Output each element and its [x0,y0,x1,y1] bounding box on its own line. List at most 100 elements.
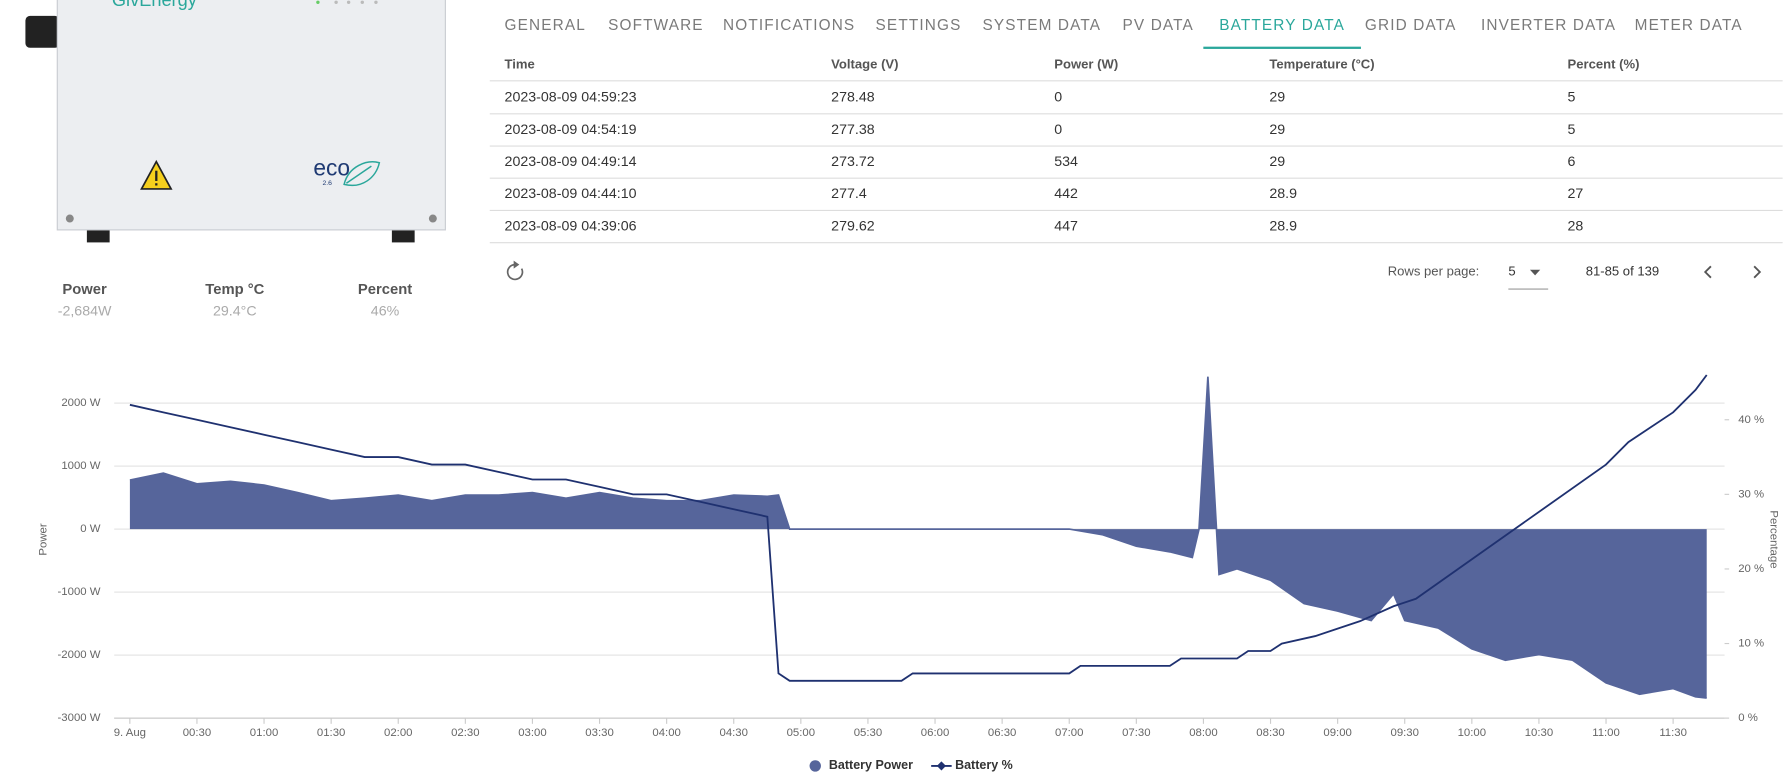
legend-item[interactable]: Battery Power [809,758,914,772]
tab[interactable]: SETTINGS [876,17,962,34]
x-tick-label: 07:30 [1122,727,1150,739]
device-screw [428,214,437,223]
legend-label[interactable]: Battery Power [829,758,913,772]
y-tick-label: 0 W [80,523,100,535]
stat-value: 29.4°C [213,304,257,320]
table-cell: 277.4 [831,186,867,202]
device-image: GivEnergy eco 2.6 [25,0,446,243]
refresh-button[interactable] [506,260,524,281]
table-cell: 2023-08-09 04:39:06 [505,218,637,234]
column-header: Temperature (°C) [1269,56,1374,71]
table-cell: 273.72 [831,154,875,170]
x-tick-label: 04:00 [652,727,680,739]
y2-axis-title: Percentage [1768,510,1780,568]
device-led [316,0,320,4]
tab[interactable]: PV DATA [1123,17,1194,34]
prev-page-button[interactable] [1703,265,1712,279]
x-tick-label: 03:30 [585,727,613,739]
y-tick-label: 2000 W [61,397,100,409]
refresh-icon[interactable] [513,260,520,269]
device-led [334,0,338,4]
model-logo: eco [313,155,350,181]
tab[interactable]: GENERAL [505,17,586,34]
stat-label: Temp °C [205,282,264,298]
model-version: 2.6 [322,180,332,187]
table-cell: 6 [1568,154,1576,170]
x-tick-label: 04:30 [720,727,748,739]
legend-marker[interactable] [936,761,946,771]
column-header: Percent (%) [1568,56,1640,71]
table-cell: 28.9 [1269,186,1297,202]
table-cell: 2023-08-09 04:59:23 [505,90,637,106]
legend-item[interactable]: Battery % [931,758,1013,772]
device-connector [25,15,60,48]
table-cell: 534 [1054,154,1078,170]
table-cell: 2023-08-09 04:54:19 [505,122,637,138]
x-tick-label: 9. Aug [114,727,146,739]
x-tick-label: 10:00 [1458,727,1486,739]
x-tick-label: 05:30 [854,727,882,739]
x-tick-label: 11:00 [1592,727,1620,739]
x-tick-label: 03:00 [518,727,546,739]
chart: 2000 W 1000 W 0 W -1000 W -2000 W -3000 W 40 %… [38,374,1780,772]
y-tick-label: -3000 W [58,712,101,724]
stats: Power -2,684W Temp °C 29.4°C Percent 46% [58,282,413,319]
y-tick-label: 1000 W [61,460,100,472]
y2-tick-label: 20 % [1738,563,1764,575]
page-range: 81-85 of 139 [1586,263,1659,278]
legend-marker[interactable] [809,760,821,772]
table-footer: Rows per page: 5 81-85 of 139 [506,260,1762,290]
table-cell: 0 [1054,90,1062,106]
tab-bar: GENERAL SOFTWARE NOTIFICATIONS SETTINGS SYST… [505,17,1743,49]
y-tick-label: -2000 W [58,649,101,661]
tab[interactable]: GRID DATA [1365,17,1457,34]
brand-logo: GivEnergy [112,0,198,10]
dropdown-arrow[interactable] [1529,269,1541,276]
tab[interactable]: BATTERY DATA [1219,17,1345,34]
column-header: Power (W) [1054,56,1118,71]
table-cell: 28.9 [1269,218,1297,234]
table-cell: 5 [1568,90,1576,106]
tab[interactable]: METER DATA [1635,17,1743,34]
x-tick-label: 09:30 [1391,727,1419,739]
tab[interactable]: INVERTER DATA [1481,17,1616,34]
x-tick-label: 01:30 [317,727,345,739]
x-tick-label: 05:00 [787,727,815,739]
legend: Battery Power Battery % [809,758,1013,772]
device-screw [65,214,74,223]
table-cell: 29 [1269,154,1285,170]
warning-icon [155,170,158,181]
device-led [346,0,351,4]
table-cell: 28 [1568,218,1584,234]
x-tick-label: 06:00 [921,727,949,739]
next-page-button[interactable] [1753,265,1762,279]
tab[interactable]: NOTIFICATIONS [723,17,855,34]
y-tick-label: -1000 W [58,586,101,598]
tab[interactable]: SYSTEM DATA [983,17,1102,34]
y2-tick-label: 10 % [1738,638,1764,650]
table-cell: 277.38 [831,122,875,138]
x-tick-label: 07:00 [1055,727,1083,739]
table-cell: 27 [1568,186,1584,202]
x-tick-label: 08:30 [1256,727,1284,739]
x-tick-label: 09:00 [1323,727,1351,739]
x-tick-label: 08:00 [1189,727,1217,739]
table-cell: 29 [1269,90,1285,106]
refresh-icon[interactable] [506,263,524,281]
area-line [129,376,1707,699]
y2-tick-label: 0 % [1738,712,1758,724]
x-tick-label: 10:30 [1525,727,1553,739]
table-cell: 0 [1054,122,1062,138]
legend-label[interactable]: Battery % [955,758,1013,772]
x-tick-label: 01:00 [250,727,278,739]
x-tick-label: 02:30 [451,727,479,739]
rows-per-page-select[interactable]: 5 [1508,263,1515,278]
tab[interactable]: SOFTWARE [608,17,704,34]
data-table: Time Voltage (V) Power (W) Temperature (°C)… [489,56,1783,244]
stat-value: -2,684W [58,304,112,320]
stat-value: 46% [371,304,400,320]
stat-label: Percent [358,282,412,298]
device-led [374,0,378,4]
table-cell: 5 [1568,122,1576,138]
